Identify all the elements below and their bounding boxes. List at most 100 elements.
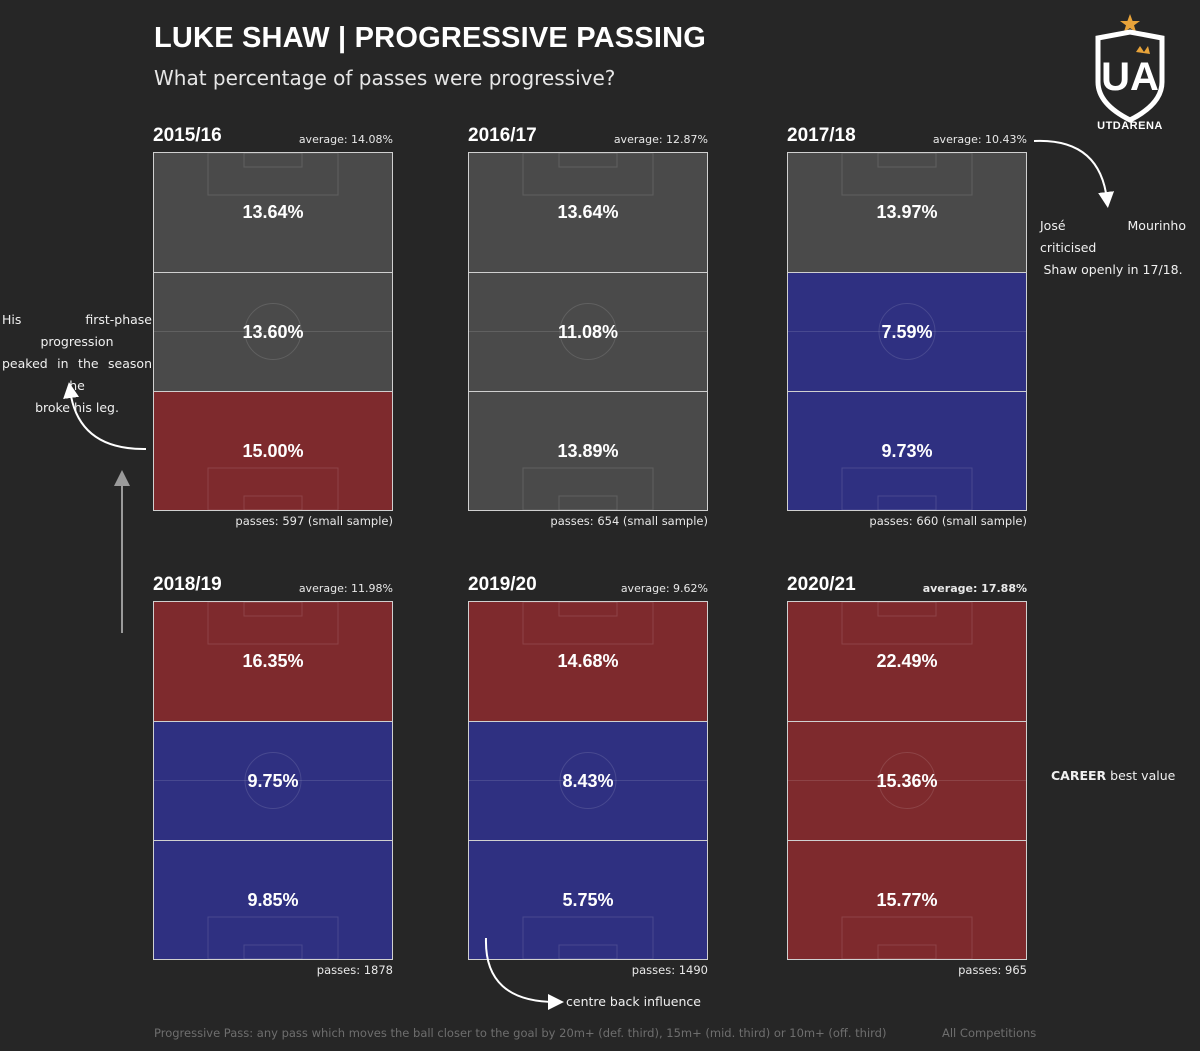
zone-value-label: 5.75% (562, 889, 614, 910)
zone-value-label: 15.77% (876, 889, 938, 910)
centre-circle (878, 752, 936, 809)
pitch-markings (154, 602, 392, 959)
season-label: 2020/21 (787, 574, 856, 595)
season-average: average: 10.43% (932, 133, 1027, 146)
bottom-penalty-box (207, 467, 339, 510)
season-average: average: 12.87% (613, 133, 708, 146)
pitch: 13.97% 7.59% 9.73% (787, 152, 1027, 511)
zone-value-label: 13.97% (876, 202, 938, 222)
centre-circle (244, 752, 302, 809)
utdarena-logo: UA (1095, 14, 1165, 123)
top-penalty-box (841, 153, 973, 196)
bottom-six-yard-box (558, 495, 618, 510)
top-six-yard-box (877, 602, 937, 617)
bottom-penalty-box (841, 916, 973, 959)
bottom-penalty-box (522, 916, 654, 959)
top-penalty-box (841, 602, 973, 645)
crown-icon (1136, 46, 1150, 54)
zone-value-label: 22.49% (876, 651, 938, 671)
bottom-six-yard-box (877, 944, 937, 959)
chart-title: LUKE SHAW | PROGRESSIVE PASSING (154, 22, 706, 54)
pitch-markings (469, 153, 707, 510)
centre-circle (559, 303, 617, 360)
season-label: 2017/18 (787, 125, 856, 146)
bottom-six-yard-box (243, 495, 303, 510)
season-label: 2016/17 (468, 125, 537, 146)
season-panel: 2017/18 average: 10.43% 13.97% 7.59% 9.73% pa… (787, 125, 1027, 552)
career-best-note: CAREER best value (1051, 765, 1175, 787)
pitch-zone: 13.60% (154, 272, 392, 391)
first-phase-arrow (63, 382, 147, 451)
pitch-zone: 5.75% (469, 840, 707, 959)
pitch-zone: 9.73% (788, 391, 1026, 510)
pitch-zone: 8.43% (469, 721, 707, 840)
centre-back-note: centre back influence (566, 994, 701, 1009)
season-passes: passes: 1490 (631, 963, 708, 977)
zone-value-label: 13.64% (242, 202, 304, 222)
zone-value-label: 14.68% (557, 651, 619, 671)
pitch-markings (469, 602, 707, 959)
zone-value-label: 9.73% (881, 440, 933, 461)
pitch-zone: 9.85% (154, 840, 392, 959)
first-phase-note: His first-phase progression peaked in th… (2, 309, 152, 419)
star-icon (1120, 14, 1140, 33)
pitch-zone: 15.36% (788, 721, 1026, 840)
season-average: average: 11.98% (298, 582, 393, 595)
pitch: 22.49% 15.36% 15.77% (787, 601, 1027, 960)
top-six-yard-box (243, 602, 303, 617)
bottom-six-yard-box (558, 944, 618, 959)
season-panel: 2018/19 average: 11.98% 16.35% 9.75% 9.85% pa… (153, 574, 393, 1001)
bottom-six-yard-box (243, 944, 303, 959)
zone-value-label: 7.59% (881, 321, 933, 342)
top-penalty-box (522, 602, 654, 645)
pitch-zone: 13.64% (154, 153, 392, 272)
zone-value-label: 13.64% (557, 202, 619, 222)
top-penalty-box (522, 153, 654, 196)
career-best-bold: CAREER (1051, 768, 1107, 783)
season-passes: passes: 660 (small sample) (869, 514, 1027, 528)
mourinho-arrow (1033, 139, 1115, 208)
bottom-penalty-box (207, 916, 339, 959)
mourinho-note-line: Shaw openly in 17/18. (1043, 262, 1183, 277)
mourinho-note: José Mourinho criticised Shaw openly in … (1040, 215, 1186, 281)
pitch-zone: 13.64% (469, 153, 707, 272)
centre-circle (878, 303, 936, 360)
season-average: average: 9.62% (620, 582, 708, 595)
season-passes: passes: 1878 (316, 963, 393, 977)
pitch-zone: 15.77% (788, 840, 1026, 959)
bottom-six-yard-box (877, 495, 937, 510)
season-label: 2019/20 (468, 574, 537, 595)
pitch: 14.68% 8.43% 5.75% (468, 601, 708, 960)
zone-value-label: 11.08% (557, 321, 619, 342)
season-passes: passes: 597 (small sample) (235, 514, 393, 528)
pitch-zone: 7.59% (788, 272, 1026, 391)
bottom-penalty-box (841, 467, 973, 510)
pitch-zone: 11.08% (469, 272, 707, 391)
season-panel: 2016/17 average: 12.87% 13.64% 11.08% 13.89%… (468, 125, 708, 552)
shield-icon (1095, 29, 1165, 123)
zone-value-label: 13.89% (557, 440, 619, 461)
pitch: 13.64% 11.08% 13.89% (468, 152, 708, 511)
pitch: 13.64% 13.60% 15.00% (153, 152, 393, 511)
top-six-yard-box (243, 153, 303, 168)
svg-text:UA: UA (1101, 55, 1159, 99)
top-six-yard-box (558, 153, 618, 168)
pitch-markings (788, 153, 1026, 510)
zone-value-label: 9.85% (247, 889, 299, 910)
top-six-yard-box (558, 602, 618, 617)
season-panel: 2019/20 average: 9.62% 14.68% 8.43% 5.75% pas… (468, 574, 708, 1001)
top-six-yard-box (877, 153, 937, 168)
season-label: 2015/16 (153, 125, 222, 146)
career-best-rest: best value (1106, 768, 1176, 783)
season-passes: passes: 965 (958, 963, 1027, 977)
chart-subtitle: What percentage of passes were progressi… (154, 66, 616, 90)
top-penalty-box (207, 602, 339, 645)
pitch-markings (788, 602, 1026, 959)
zone-value-label: 8.43% (562, 770, 614, 791)
pitch-zone: 13.97% (788, 153, 1026, 272)
season-passes: passes: 654 (small sample) (550, 514, 708, 528)
season-average: average: 14.08% (298, 133, 393, 146)
mourinho-note-line: José Mourinho criticised (1040, 218, 1186, 255)
zone-value-label: 16.35% (242, 651, 304, 671)
